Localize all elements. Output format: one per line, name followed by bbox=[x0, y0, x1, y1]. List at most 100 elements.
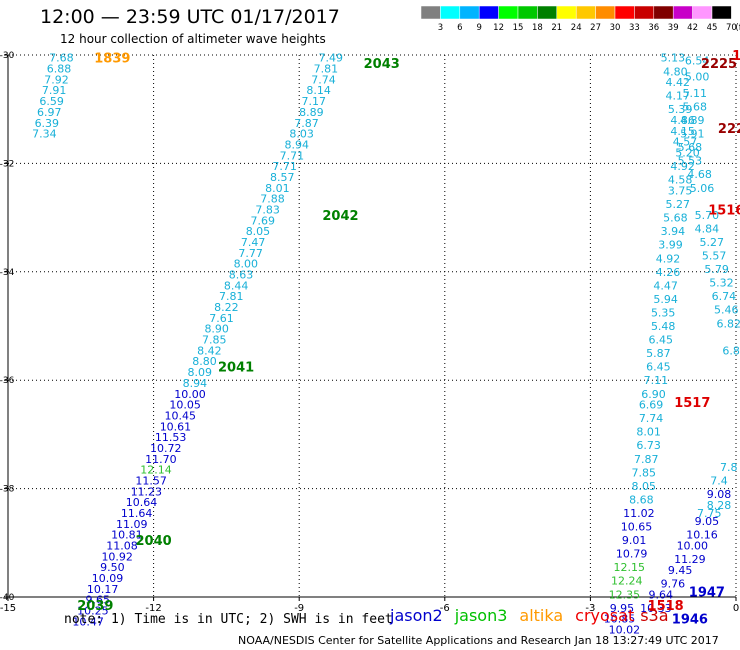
wave-height-value: 6.69 bbox=[639, 399, 664, 412]
wave-height-value: 10.92 bbox=[101, 550, 133, 563]
wave-height-value: 8.44 bbox=[224, 279, 249, 292]
wave-height-value: 6.8 bbox=[722, 344, 740, 357]
wave-height-value: 8.89 bbox=[299, 106, 324, 119]
wave-height-value: 9.95 bbox=[610, 602, 635, 615]
wave-height-value: 8.01 bbox=[636, 426, 661, 439]
colorbar-swatch bbox=[517, 5, 538, 20]
wave-height-value: 5.91 bbox=[680, 128, 705, 141]
wave-height-value: 4.86 bbox=[670, 114, 695, 127]
colorbar-label: 30 bbox=[610, 23, 621, 33]
wave-height-value: 4.47 bbox=[653, 279, 678, 292]
pass-time-label: 2225 bbox=[718, 122, 740, 137]
wave-height-value: 5.11 bbox=[682, 87, 707, 100]
wave-height-value: 6.59 bbox=[39, 95, 64, 108]
wave-height-value: 9.01 bbox=[622, 534, 647, 547]
footer-note: note: 1) Time is in UTC; 2) SWH is in fe… bbox=[64, 612, 393, 627]
wave-height-value: 8.80 bbox=[192, 355, 217, 368]
colorbar-unit: (ft) bbox=[735, 23, 740, 33]
wave-height-value: 10.64 bbox=[126, 496, 158, 509]
pass-time-label: 2043 bbox=[364, 57, 400, 72]
wave-height-value: 8.42 bbox=[197, 344, 222, 357]
wave-height-value: 6.45 bbox=[649, 334, 674, 347]
footer-credit: NOAA/NESDIS Center for Satellite Applica… bbox=[238, 634, 719, 647]
colorbar-swatch bbox=[614, 5, 635, 20]
colorbar-swatch bbox=[420, 5, 441, 20]
y-tick-label: -36 bbox=[0, 376, 15, 386]
chart-title: 12:00 — 23:59 UTC 01/17/2017 bbox=[40, 6, 340, 28]
wave-height-value: 5.00 bbox=[685, 71, 710, 84]
wave-height-value: 5.68 bbox=[663, 212, 688, 225]
wave-height-value: 4.68 bbox=[687, 168, 712, 181]
wave-height-value: 7.87 bbox=[294, 117, 319, 130]
x-tick-label: -15 bbox=[0, 603, 16, 614]
wave-height-value: 10.00 bbox=[677, 540, 709, 553]
wave-height-value: 5.46 bbox=[714, 304, 739, 317]
wave-height-value: 7.75 bbox=[697, 507, 722, 520]
wave-height-value: 7.71 bbox=[280, 149, 305, 162]
pass-time-label: 1518 bbox=[648, 599, 684, 614]
wave-height-value: 9.65 bbox=[86, 594, 111, 607]
wave-height-value: 11.53 bbox=[155, 431, 187, 444]
pass-time-label: 2042 bbox=[322, 209, 358, 224]
wave-height-value: 7.47 bbox=[241, 236, 266, 249]
pass-time-label: 151 bbox=[732, 49, 740, 64]
wave-height-value: 8.94 bbox=[183, 377, 208, 390]
legend-entry-jason3: jason3 bbox=[454, 606, 508, 625]
colorbar-swatch bbox=[692, 5, 713, 20]
wave-height-value: 8.05 bbox=[246, 225, 271, 238]
wave-height-value: 9.05 bbox=[695, 515, 720, 528]
wave-height-value: 7.88 bbox=[260, 193, 285, 206]
wave-height-value: 5.94 bbox=[653, 293, 678, 306]
pass-time-label: 1516 bbox=[708, 203, 740, 218]
x-tick-label: 0 bbox=[733, 603, 739, 614]
wave-height-value: 4.57 bbox=[673, 136, 698, 149]
wave-height-value: 10.81 bbox=[111, 529, 143, 542]
satellite-legend: jason2 jason3 altika cryosat s3a bbox=[390, 606, 681, 625]
wave-height-value: 7.91 bbox=[42, 84, 67, 97]
wave-height-value: 11.09 bbox=[116, 518, 148, 531]
colorbar-swatch bbox=[672, 5, 693, 20]
wave-height-value: 6.90 bbox=[641, 388, 666, 401]
legend-entry-cryosat: cryosat bbox=[575, 606, 635, 625]
colorbar-label: 21 bbox=[551, 23, 562, 33]
y-tick-label: -38 bbox=[0, 485, 15, 495]
colorbar-swatch bbox=[595, 5, 616, 20]
wave-height-value: 7.81 bbox=[314, 63, 339, 76]
pass-time-label: 2041 bbox=[218, 361, 254, 376]
colorbar-swatch bbox=[711, 5, 732, 20]
wave-height-value: 4.58 bbox=[668, 174, 693, 187]
wave-height-value: 5.79 bbox=[704, 263, 729, 276]
colorbar-swatch bbox=[653, 5, 674, 20]
wave-height-value: 6.74 bbox=[712, 290, 737, 303]
wave-height-value: 7.11 bbox=[644, 374, 669, 387]
wave-height-value: 5.35 bbox=[651, 306, 676, 319]
wave-height-value: 6.97 bbox=[37, 106, 62, 119]
wave-height-value: 11.08 bbox=[106, 540, 138, 553]
colorbar-label: 39 bbox=[668, 23, 679, 33]
wave-height-value: 8.68 bbox=[629, 493, 654, 506]
wave-height-value: 5.32 bbox=[709, 277, 734, 290]
wave-height-value: 12.15 bbox=[613, 561, 645, 574]
wave-height-value: 10.05 bbox=[169, 399, 201, 412]
colorbar-label: 36 bbox=[648, 23, 659, 33]
colorbar-swatch bbox=[478, 5, 499, 20]
wave-height-value: 4.92 bbox=[670, 160, 695, 173]
wave-height-value: 5.13 bbox=[661, 52, 686, 65]
x-tick-label: -3 bbox=[585, 603, 595, 614]
wave-height-value: 7.8 bbox=[720, 461, 738, 474]
wave-height-value: 4.26 bbox=[656, 266, 681, 279]
wave-height-value: 6.45 bbox=[646, 361, 671, 374]
wave-height-value: 7.77 bbox=[238, 247, 263, 260]
wave-height-value: 5.68 bbox=[682, 100, 707, 113]
wave-height-value: 7.92 bbox=[44, 73, 69, 86]
wave-height-value: 6.82 bbox=[716, 317, 740, 330]
wave-height-value: 10.02 bbox=[609, 624, 641, 637]
colorbar-label: 9 bbox=[476, 23, 481, 33]
wave-height-value: 12.14 bbox=[140, 464, 172, 477]
colorbar-swatch bbox=[459, 5, 480, 20]
wave-height-value: 10.33 bbox=[640, 602, 672, 615]
wave-height-value: 7.83 bbox=[255, 203, 280, 216]
wave-height-value: 4.84 bbox=[695, 222, 720, 235]
wave-height-value: 10.00 bbox=[174, 388, 206, 401]
wave-height-value: 11.29 bbox=[674, 553, 706, 566]
